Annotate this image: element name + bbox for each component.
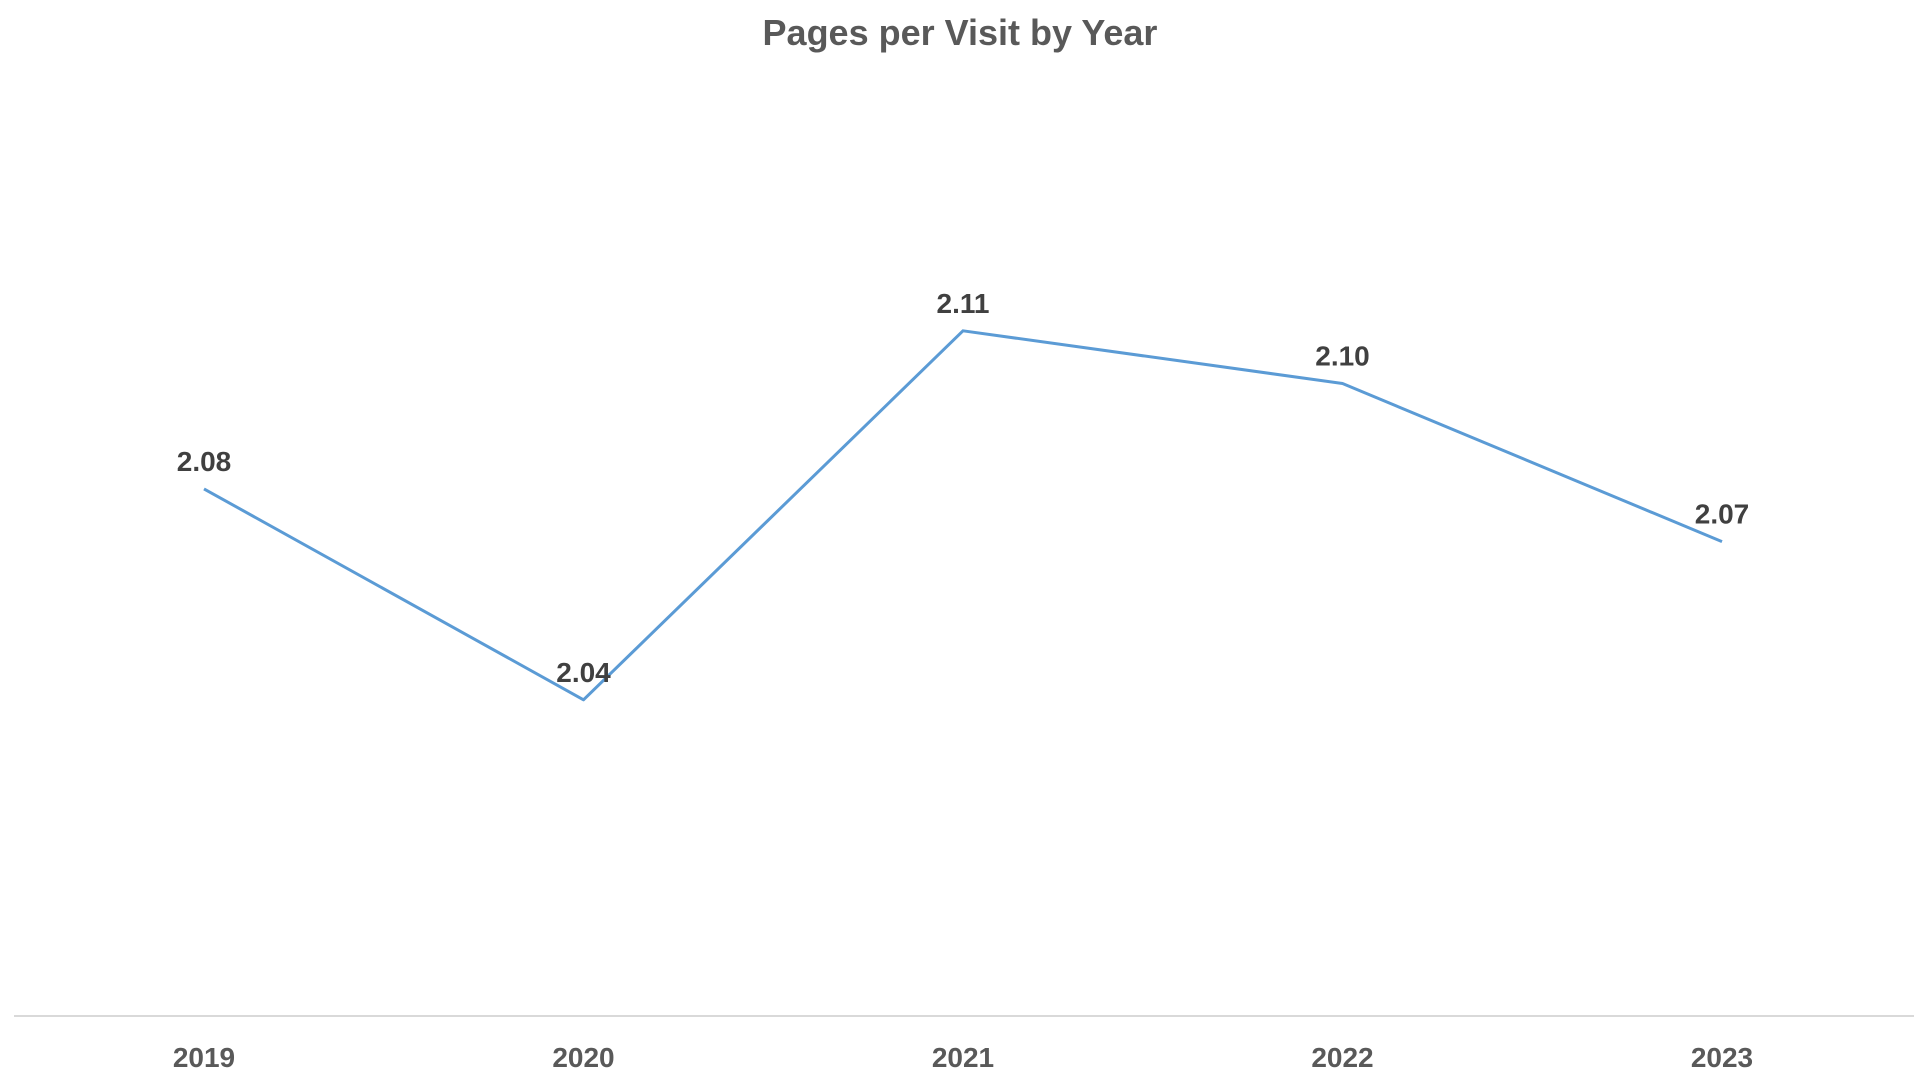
- series-group: [203, 329, 1723, 702]
- chart-title: Pages per Visit by Year: [762, 12, 1158, 53]
- data-label: 2.08: [177, 446, 232, 477]
- data-label: 2.04: [556, 657, 611, 688]
- data-label: 2.11: [937, 288, 990, 319]
- data-labels: 2.08 2.04 2.11 2.10 2.07: [177, 288, 1750, 688]
- x-tick-label: 2020: [552, 1042, 614, 1073]
- x-tick-label: 2023: [1691, 1042, 1753, 1073]
- x-tick-label: 2021: [932, 1042, 994, 1073]
- series-line: [203, 329, 1723, 702]
- x-tick-label: 2019: [173, 1042, 235, 1073]
- data-label: 2.10: [1315, 341, 1370, 372]
- x-tick-labels: 2019 2020 2021 2022 2023: [173, 1042, 1753, 1073]
- data-label: 2.07: [1695, 499, 1750, 530]
- x-tick-label: 2022: [1311, 1042, 1373, 1073]
